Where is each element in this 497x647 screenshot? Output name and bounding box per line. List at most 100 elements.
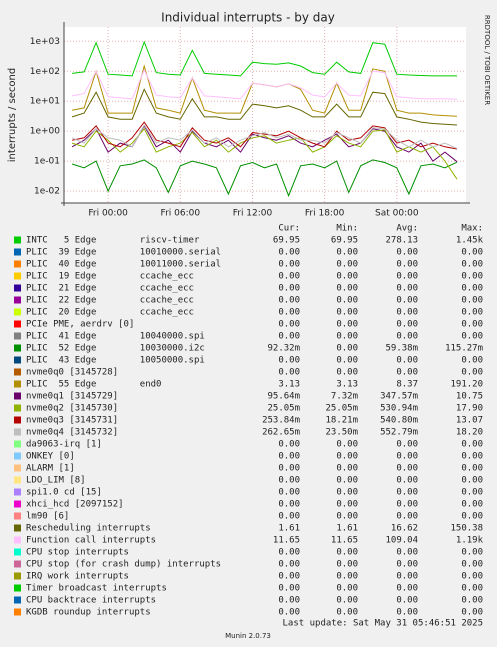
legend-value: 59.38m [385, 344, 418, 354]
plot-area [64, 27, 466, 203]
series-line [72, 121, 458, 150]
legend-label: PLIC 21 Edge ccache_ecc [26, 284, 194, 294]
legend-label: CPU stop interrupts [26, 548, 129, 558]
legend-swatch [14, 464, 21, 472]
legend-value: 0.00 [396, 548, 418, 558]
legend-label: nvme0q0 [3145728] [26, 368, 118, 378]
legend-label: PLIC 55 Edge end0 [26, 380, 161, 390]
legend-swatch [14, 452, 21, 460]
legend-value: 0.00 [278, 284, 300, 294]
legend-swatch [14, 536, 21, 544]
legend-value: 0.00 [278, 332, 300, 342]
legend-swatch [14, 584, 21, 592]
series-line [72, 68, 458, 100]
series-line [71, 159, 458, 198]
legend-value: 0.00 [396, 512, 418, 522]
legend-value: 540.80m [380, 416, 418, 426]
legend-label: PLIC 20 Edge ccache_ecc [26, 308, 194, 318]
legend-value: 0.00 [461, 308, 483, 318]
legend-value: 0.00 [396, 572, 418, 582]
legend-value: 109.04 [385, 536, 418, 546]
legend-value: 0.00 [461, 284, 483, 294]
x-tick-label: Sat 00:00 [375, 209, 419, 219]
legend-value: 16.62 [391, 524, 418, 534]
legend-value: 0.00 [336, 500, 358, 510]
grid [64, 27, 466, 203]
column-header: Avg: [396, 224, 418, 234]
footer: Munin 2.0.73 [225, 632, 271, 640]
legend-value: 0.00 [278, 464, 300, 474]
legend-value: 0.00 [461, 584, 483, 594]
y-tick-label: 1e+03 [30, 37, 60, 47]
x-tick-label: Fri 18:00 [305, 209, 345, 219]
legend-value: 0.00 [396, 452, 418, 462]
legend-value: 0.00 [396, 476, 418, 486]
legend-value: 0.00 [461, 296, 483, 306]
legend-label: PLIC 41 Edge 10040000.spi [26, 332, 205, 342]
legend-value: 0.00 [396, 584, 418, 594]
legend-value: 262.65m [262, 428, 300, 438]
legend-value: 0.00 [336, 440, 358, 450]
legend-value: 0.00 [461, 476, 483, 486]
legend-value: 3.13 [278, 380, 300, 390]
y-tick-label: 1e-01 [34, 157, 60, 167]
legend-value: 0.00 [336, 548, 358, 558]
x-tick-label: Fri 06:00 [161, 209, 201, 219]
legend-value: 0.00 [461, 452, 483, 462]
x-tick-label: Fri 12:00 [233, 209, 273, 219]
legend-label: PCIe PME, aerdrv [0] [26, 320, 134, 330]
legend-label: PLIC 19 Edge ccache_ecc [26, 272, 194, 282]
legend-label: ONKEY [0] [26, 452, 75, 462]
legend-value: 0.00 [278, 356, 300, 366]
last-update: Last update: Sat May 31 05:46:51 2025 [283, 619, 483, 629]
legend-value: 0.00 [396, 356, 418, 366]
legend-swatch [14, 416, 21, 424]
legend-value: 0.00 [336, 512, 358, 522]
legend-value: 3.13 [336, 380, 358, 390]
legend-value: 0.00 [336, 560, 358, 570]
legend-value: 69.95 [331, 236, 358, 246]
legend-swatch [14, 476, 21, 484]
column-header: Min: [336, 224, 358, 234]
legend-value: 1.61 [336, 524, 358, 534]
legend-swatch [14, 284, 21, 292]
legend-value: 0.00 [278, 548, 300, 558]
legend-value: 0.00 [461, 512, 483, 522]
legend-value: 0.00 [336, 284, 358, 294]
legend-swatch [14, 560, 21, 568]
legend-swatch [14, 332, 21, 340]
legend-swatch [14, 320, 21, 328]
legend-value: 278.13 [385, 236, 418, 246]
legend-value: 150.38 [450, 524, 483, 534]
legend-label: lm90 [6] [26, 512, 69, 522]
legend-label: IRQ work interrupts [26, 572, 129, 582]
legend-swatch [14, 572, 21, 580]
legend-value: 17.90 [456, 404, 483, 414]
side-note: RRDTOOL / TOBI OETIKER [483, 15, 491, 105]
legend-swatch [14, 548, 21, 556]
legend-swatch [14, 260, 21, 268]
legend-label: nvme0q2 [3145730] [26, 404, 118, 414]
legend-value: 23.50m [325, 428, 358, 438]
legend-value: 0.00 [396, 260, 418, 270]
legend-value: 0.00 [336, 476, 358, 486]
legend-value: 0.00 [461, 440, 483, 450]
legend-value: 0.00 [396, 308, 418, 318]
y-axis-label: interrupts / second [7, 68, 18, 162]
legend-label: INTC 5 Edge riscv-timer [26, 236, 200, 246]
y-tick-label: 1e-02 [34, 187, 60, 197]
legend-value: 0.00 [336, 308, 358, 318]
legend-label: nvme0q1 [3145729] [26, 392, 118, 402]
legend-label: PLIC 39 Edge 10010000.serial [26, 248, 221, 258]
legend-value: 0.00 [336, 464, 358, 474]
legend-value: 0.00 [461, 500, 483, 510]
legend-value: 530.94m [380, 404, 418, 414]
legend-value: 0.00 [278, 596, 300, 606]
legend-value: 0.00 [336, 596, 358, 606]
x-tick-label: Fri 00:00 [88, 209, 128, 219]
legend-value: 0.00 [278, 260, 300, 270]
legend-value: 0.00 [336, 452, 358, 462]
legend-value: 11.65 [273, 536, 300, 546]
legend-value: 25.05m [325, 404, 358, 414]
legend-value: 13.07 [456, 416, 483, 426]
